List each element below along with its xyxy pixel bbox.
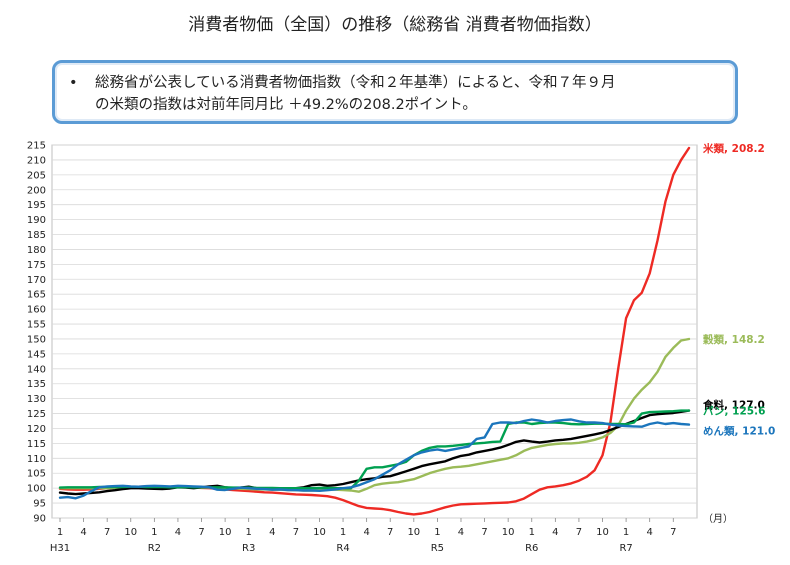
y-tick-label: 215 — [27, 141, 46, 152]
year-label: R6 — [525, 543, 538, 554]
x-tick-label: 10 — [313, 527, 326, 538]
y-tick-label: 110 — [27, 454, 46, 465]
y-tick-label: 180 — [27, 245, 46, 256]
y-tick-label: 155 — [27, 320, 46, 331]
plot-area — [51, 144, 698, 519]
y-tick-label: 205 — [27, 170, 46, 181]
x-tick-label: 1 — [151, 527, 157, 538]
series-end-label: 食料, 127.0 — [702, 399, 765, 412]
y-tick-label: 105 — [27, 469, 46, 480]
y-tick-label: 185 — [27, 230, 46, 241]
y-tick-label: 140 — [27, 364, 46, 375]
note-line-1: • 総務省が公表している消費者物価指数（令和２年基準）によると、令和７年９月 — [69, 72, 725, 94]
x-tick-label: 4 — [363, 527, 369, 538]
x-tick-label: 10 — [124, 527, 137, 538]
year-label: R2 — [148, 543, 161, 554]
x-tick-label: 4 — [269, 527, 275, 538]
x-tick-label: 10 — [407, 527, 420, 538]
y-tick-label: 90 — [33, 514, 46, 525]
x-tick-label: 4 — [552, 527, 558, 538]
y-tick-label: 120 — [27, 424, 46, 435]
y-tick-label: 100 — [27, 484, 46, 495]
y-tick-label: 115 — [27, 439, 46, 450]
x-tick-label: 1 — [340, 527, 346, 538]
y-tick-label: 160 — [27, 305, 46, 316]
x-unit-label: （月） — [703, 513, 733, 525]
x-tick-label: 10 — [502, 527, 515, 538]
x-tick-label: 7 — [293, 527, 299, 538]
year-label: H31 — [50, 543, 70, 554]
x-tick-label: 4 — [80, 527, 86, 538]
note-line-2: の米類の指数は対前年同月比 ＋49.2%の208.2ポイント。 — [95, 97, 477, 113]
line-chart: 9095100105110115120125130135140145150155… — [27, 141, 775, 555]
y-tick-label: 125 — [27, 409, 46, 420]
x-tick-label: 7 — [387, 527, 393, 538]
x-tick-label: 7 — [198, 527, 204, 538]
y-tick-label: 210 — [27, 155, 46, 166]
y-tick-label: 165 — [27, 290, 46, 301]
x-tick-label: 4 — [175, 527, 181, 538]
x-tick-label: 1 — [623, 527, 629, 538]
series-end-labels: 米類, 208.2 穀類, 148.2 食料, 127.0パン, 125.6 めん類,… — [702, 142, 775, 438]
y-tick-label: 195 — [27, 200, 46, 211]
series-lines — [58, 146, 691, 516]
y-axis-ticks: 90 95 100 105 110 115 120 125 130 135 140 145 150 155… — [27, 141, 46, 525]
x-tick-label: 10 — [219, 527, 232, 538]
y-tick-label: 170 — [27, 275, 46, 286]
x-tick-label: 4 — [458, 527, 464, 538]
y-tick-label: 130 — [27, 394, 46, 405]
y-tick-label: 175 — [27, 260, 46, 271]
note-text: • 総務省が公表している消費者物価指数（令和２年基準）によると、令和７年９月 の米… — [69, 72, 725, 116]
year-label: R3 — [242, 543, 255, 554]
x-tick-label: 4 — [647, 527, 653, 538]
year-label: R5 — [431, 543, 444, 554]
x-tick-label: 7 — [576, 527, 582, 538]
x-tick-label: 1 — [57, 527, 63, 538]
x-tick-label: 1 — [529, 527, 535, 538]
x-tick-label: 10 — [596, 527, 609, 538]
y-tick-label: 95 — [33, 499, 46, 510]
bullet: • — [69, 75, 78, 91]
series-line-めん類 — [58, 418, 691, 500]
x-tick-label: 7 — [670, 527, 676, 538]
series-end-label: 穀類, 148.2 — [702, 333, 765, 346]
y-tick-label: 150 — [27, 334, 46, 345]
series-end-label: 米類, 208.2 — [702, 142, 765, 155]
y-tick-label: 190 — [27, 215, 46, 226]
y-tick-label: 145 — [27, 349, 46, 360]
series-end-label: パン, 125.6 — [703, 406, 765, 418]
x-tick-label: 7 — [104, 527, 110, 538]
grid-lines — [52, 144, 697, 519]
y-tick-label: 135 — [27, 379, 46, 390]
page-title: 消費者物価（全国）の推移（総務省 消費者物価指数） — [188, 15, 602, 35]
year-label: R7 — [619, 543, 632, 554]
x-axis-ticks: 1 4 7 10 1 4 7 10 1 4 7 10 1 4 7 10 1 4 7 10 1 4 7 10 1 4 7 H31 R2 R3… — [50, 513, 733, 554]
series-end-label: めん類, 121.0 — [703, 425, 775, 438]
note-box: • 総務省が公表している消費者物価指数（令和２年基準）によると、令和７年９月 の米… — [52, 60, 738, 124]
x-tick-label: 1 — [246, 527, 252, 538]
y-tick-label: 200 — [27, 185, 46, 196]
year-label: R4 — [336, 543, 349, 554]
plot-frame — [51, 144, 698, 519]
x-tick-label: 1 — [434, 527, 440, 538]
x-tick-label: 7 — [481, 527, 487, 538]
